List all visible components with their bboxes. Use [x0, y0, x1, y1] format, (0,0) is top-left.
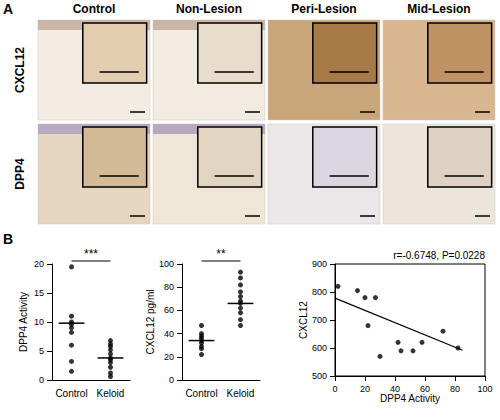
- svg-text:Non-Lesion: Non-Lesion: [176, 2, 242, 16]
- svg-text:CXCL12: CXCL12: [13, 47, 27, 93]
- svg-text:100: 100: [159, 259, 174, 269]
- svg-text:Control: Control: [55, 388, 87, 399]
- svg-text:10: 10: [34, 317, 44, 327]
- svg-text:Keloid: Keloid: [97, 388, 125, 399]
- svg-text:r=-0.6748, P=0.0228: r=-0.6748, P=0.0228: [393, 250, 485, 261]
- svg-text:15: 15: [34, 288, 44, 298]
- svg-text:100: 100: [477, 384, 492, 394]
- svg-text:Peri-Lesion: Peri-Lesion: [291, 2, 356, 16]
- svg-text:DPP4 Activity: DPP4 Activity: [380, 393, 440, 404]
- svg-text:40: 40: [164, 329, 174, 339]
- svg-text:**: **: [216, 247, 226, 261]
- svg-text:900: 900: [312, 259, 327, 269]
- svg-text:700: 700: [312, 315, 327, 325]
- svg-text:0: 0: [39, 375, 44, 385]
- svg-text:20: 20: [164, 352, 174, 362]
- svg-text:500: 500: [312, 371, 327, 381]
- svg-text:Keloid: Keloid: [227, 388, 255, 399]
- svg-text:20: 20: [360, 384, 370, 394]
- svg-text:60: 60: [164, 305, 174, 315]
- svg-text:CXCL12 pg/ml: CXCL12 pg/ml: [145, 289, 156, 354]
- svg-text:A: A: [3, 1, 13, 17]
- svg-text:0: 0: [169, 375, 174, 385]
- svg-text:60: 60: [420, 384, 430, 394]
- svg-text:CXCL12: CXCL12: [298, 301, 309, 339]
- svg-text:80: 80: [450, 384, 460, 394]
- svg-text:80: 80: [164, 282, 174, 292]
- svg-text:DPP4: DPP4: [13, 158, 27, 190]
- svg-text:Control: Control: [73, 2, 116, 16]
- svg-text:***: ***: [84, 247, 98, 261]
- svg-text:20: 20: [34, 259, 44, 269]
- svg-text:5: 5: [39, 346, 44, 356]
- svg-text:600: 600: [312, 343, 327, 353]
- svg-text:Mid-Lesion: Mid-Lesion: [407, 2, 470, 16]
- svg-text:Control: Control: [185, 388, 217, 399]
- svg-text:0: 0: [332, 384, 337, 394]
- svg-text:40: 40: [390, 384, 400, 394]
- svg-text:800: 800: [312, 287, 327, 297]
- svg-text:DPP4 Activity: DPP4 Activity: [18, 292, 29, 352]
- svg-text:B: B: [3, 231, 13, 247]
